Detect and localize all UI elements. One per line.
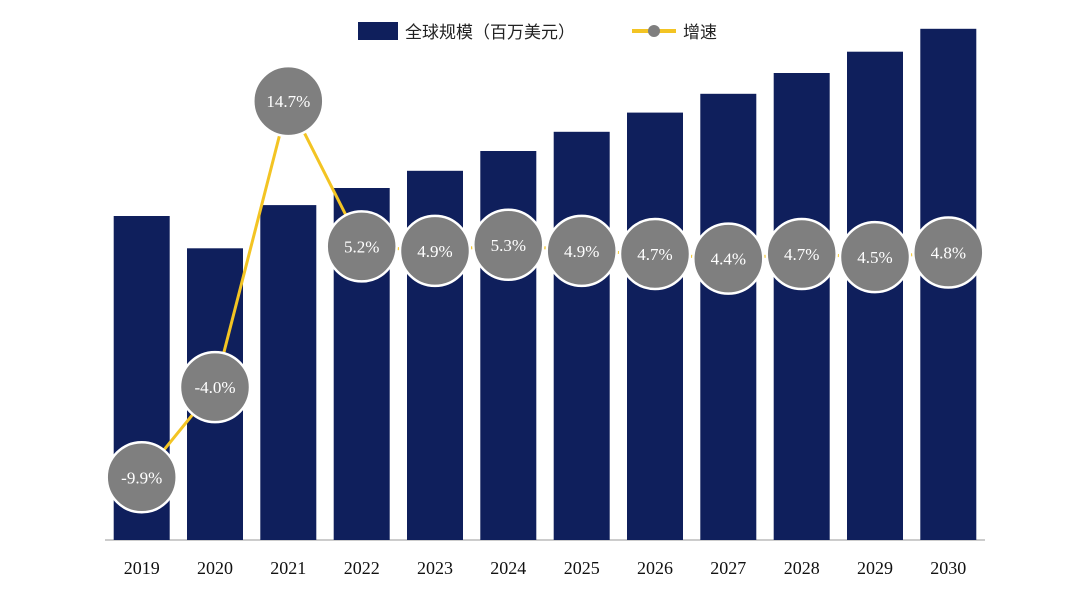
growth-markers: -9.9% -4.0% 14.7% 5.2% 4.9% 5.3% 4.9% 4.7% 4.4% 4… — [105, 64, 985, 514]
legend-line-label: 增速 — [683, 23, 717, 43]
bar-2025 — [553, 131, 610, 541]
growth-marker-2022 — [325, 210, 398, 283]
bar-2026 — [627, 112, 683, 540]
x-tick-2028: 2028 — [784, 558, 820, 578]
x-tick-2022: 2022 — [344, 558, 380, 578]
bar-2027 — [700, 93, 757, 541]
bar-2029 — [847, 51, 903, 540]
growth-marker-2025 — [545, 214, 618, 288]
growth-label-2022: 5.2% — [344, 237, 379, 256]
growth-label-2021: 14.7% — [266, 92, 310, 111]
growth-marker-2026 — [618, 217, 692, 291]
legend-bar-swatch — [358, 22, 398, 40]
x-tick-labels: 2019 2020 2021 2022 2023 2024 2025 2026 2027 2028… — [124, 558, 967, 578]
growth-marker-2021 — [252, 64, 325, 138]
x-tick-2020: 2020 — [197, 558, 233, 578]
legend: 全球规模（百万美元） 增速 — [358, 22, 717, 43]
x-tick-2019: 2019 — [124, 558, 160, 578]
x-tick-2030: 2030 — [930, 558, 966, 578]
growth-label-2024: 5.3% — [491, 236, 526, 255]
growth-label-2027: 4.4% — [711, 250, 746, 269]
growth-marker-2029 — [838, 220, 912, 294]
x-tick-2027: 2027 — [710, 558, 746, 578]
growth-label-2029: 4.5% — [857, 248, 892, 267]
growth-marker-2020 — [178, 350, 252, 424]
legend-bar-label: 全球规模（百万美元） — [405, 23, 575, 43]
growth-marker-2023 — [398, 214, 472, 288]
growth-marker-2019 — [105, 441, 178, 514]
growth-label-2023: 4.9% — [417, 242, 452, 261]
growth-marker-2024 — [472, 208, 545, 282]
growth-label-2028: 4.7% — [784, 245, 819, 264]
bar-2028 — [773, 73, 830, 540]
growth-label-2025: 4.9% — [564, 242, 599, 261]
bar-2021 — [260, 205, 317, 540]
growth-label-2019: -9.9% — [121, 468, 162, 487]
x-tick-2024: 2024 — [490, 558, 526, 578]
legend-line-marker — [648, 25, 660, 37]
growth-label-2026: 4.7% — [637, 245, 672, 264]
x-tick-2026: 2026 — [637, 558, 673, 578]
x-tick-2023: 2023 — [417, 558, 453, 578]
x-tick-2021: 2021 — [270, 558, 306, 578]
growth-label-2030: 4.8% — [931, 244, 966, 263]
bars — [113, 28, 977, 541]
growth-marker-2027 — [692, 222, 765, 295]
growth-marker-2030 — [912, 216, 985, 289]
x-tick-2029: 2029 — [857, 558, 893, 578]
x-tick-2025: 2025 — [564, 558, 600, 578]
growth-marker-2028 — [765, 217, 838, 291]
growth-label-2020: -4.0% — [194, 378, 235, 397]
